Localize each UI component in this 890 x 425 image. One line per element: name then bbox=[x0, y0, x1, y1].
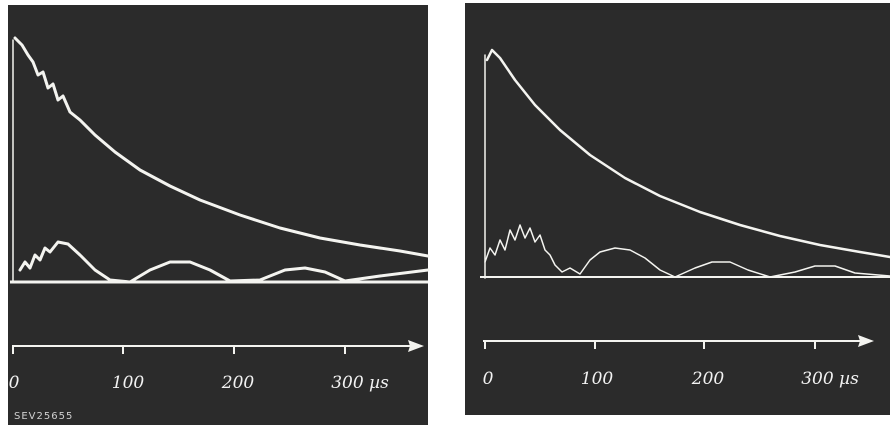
tick-label: 0 bbox=[483, 369, 494, 389]
tick-label: 100 bbox=[112, 373, 145, 393]
left-panel: 0 100 200 300 µs SEV25655 bbox=[8, 5, 430, 425]
tick-label: 100 bbox=[581, 369, 614, 389]
tick-label: 200 bbox=[221, 373, 255, 393]
tick-label: 300 µs bbox=[801, 369, 859, 389]
tick-label: 200 bbox=[691, 369, 725, 389]
ripple-curve bbox=[484, 224, 890, 278]
axis-arrow bbox=[858, 335, 874, 347]
tick-label: 0 bbox=[9, 373, 20, 393]
screen bbox=[465, 3, 890, 415]
screen bbox=[8, 5, 428, 425]
axis-arrow bbox=[408, 340, 424, 352]
right-panel: 0 100 200 300 µs bbox=[465, 3, 890, 415]
tick-label: 300 µs bbox=[331, 373, 389, 393]
plate-code: SEV25655 bbox=[14, 411, 73, 422]
envelope-curve bbox=[485, 48, 890, 259]
envelope-curve bbox=[13, 36, 430, 258]
